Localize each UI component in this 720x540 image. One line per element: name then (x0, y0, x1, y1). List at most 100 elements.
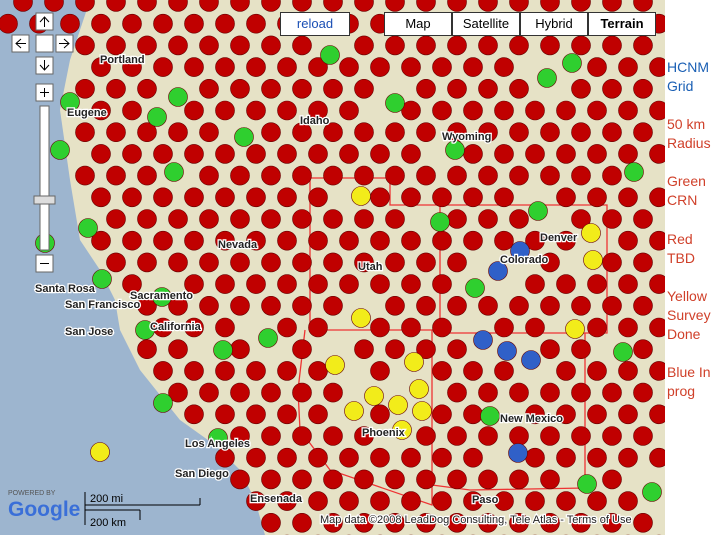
grid-marker (277, 361, 297, 381)
grid-marker (50, 140, 70, 160)
grid-marker (401, 317, 421, 338)
grid-marker (494, 100, 514, 121)
map-label: Santa Rosa (35, 283, 96, 295)
grid-marker (215, 187, 235, 208)
attribution: Map data ©2008 LeadDog Consulting, Tele … (320, 514, 632, 526)
map-type-button[interactable]: Hybrid (520, 12, 588, 36)
grid-marker (354, 512, 374, 533)
grid-marker (447, 252, 467, 273)
grid-marker (91, 230, 111, 251)
grid-marker (199, 209, 219, 229)
grid-marker (540, 252, 560, 273)
grid-marker (308, 317, 328, 338)
grid-marker (537, 68, 557, 88)
grid-marker (649, 230, 665, 251)
grid-marker (571, 512, 591, 533)
grid-marker (401, 100, 421, 121)
grid-marker (587, 447, 607, 468)
map-type-button[interactable]: Satellite (452, 12, 520, 36)
map-type-button[interactable]: Map (384, 12, 452, 36)
grid-marker (447, 382, 467, 403)
grid-marker (60, 13, 80, 34)
grid-marker (509, 426, 529, 446)
grid-marker (277, 230, 297, 251)
grid-marker (649, 100, 665, 121)
grid-marker (571, 122, 591, 142)
grid-marker (339, 100, 359, 121)
grid-marker (602, 122, 622, 142)
grid-marker (230, 79, 250, 99)
grid-marker (164, 162, 184, 182)
grid-marker (91, 57, 111, 77)
grid-marker (540, 35, 560, 56)
pan-center[interactable] (35, 34, 54, 53)
grid-marker (409, 379, 429, 399)
grid-marker (106, 122, 126, 142)
grid-marker (122, 230, 142, 251)
grid-marker (168, 0, 188, 12)
grid-marker (618, 144, 638, 164)
grid-marker (78, 218, 98, 238)
grid-marker (91, 144, 111, 164)
grid-marker (416, 122, 436, 142)
grid-marker (401, 491, 421, 511)
zoom-thumb[interactable] (33, 195, 56, 205)
map-type-button[interactable]: Terrain (588, 12, 656, 36)
grid-marker (323, 252, 343, 273)
grid-marker (401, 230, 421, 251)
grid-marker (354, 252, 374, 273)
grid-marker (308, 274, 328, 294)
grid-marker (308, 57, 328, 77)
grid-marker (571, 426, 591, 446)
grid-marker (339, 447, 359, 468)
grid-marker (13, 0, 33, 12)
grid-marker (385, 512, 405, 533)
grid-marker (137, 165, 157, 186)
grid-marker (401, 447, 421, 468)
grid-marker (478, 35, 498, 56)
grid-marker (587, 404, 607, 425)
grid-marker (571, 79, 591, 99)
grid-marker (354, 79, 374, 99)
grid-marker (633, 122, 653, 142)
grid-marker (478, 0, 498, 12)
grid-marker (587, 361, 607, 381)
grid-marker (351, 186, 371, 206)
grid-marker (587, 491, 607, 511)
grid-marker (277, 404, 297, 425)
grid-marker (292, 295, 312, 316)
map-label: San Jose (65, 326, 113, 338)
grid-marker (633, 209, 653, 229)
grid-marker (137, 122, 157, 142)
map-label: Nevada (218, 239, 258, 251)
grid-marker (385, 0, 405, 12)
grid-marker (199, 79, 219, 99)
grid-marker (91, 13, 111, 34)
grid-marker (234, 127, 254, 147)
scale-bar (84, 492, 201, 525)
grid-marker (137, 339, 157, 360)
grid-marker (602, 165, 622, 186)
grid-marker (447, 339, 467, 360)
grid-marker (540, 512, 560, 533)
grid-marker (509, 512, 529, 533)
grid-marker (261, 469, 281, 490)
grid-marker (344, 401, 364, 421)
grid-marker (602, 469, 622, 490)
grid-marker (168, 35, 188, 56)
grid-marker (137, 252, 157, 273)
grid-marker (323, 122, 343, 142)
grid-marker (351, 308, 371, 328)
grid-marker (571, 35, 591, 56)
grid-marker (571, 165, 591, 186)
grid-marker (463, 361, 483, 381)
grid-marker (525, 274, 545, 294)
reload-button[interactable]: reload (280, 12, 350, 36)
grid-marker (153, 57, 173, 77)
grid-marker (75, 165, 95, 186)
grid-marker (106, 35, 126, 56)
grid-marker (432, 447, 452, 468)
grid-marker (277, 317, 297, 338)
grid-marker (478, 382, 498, 403)
grid-marker (184, 187, 204, 208)
